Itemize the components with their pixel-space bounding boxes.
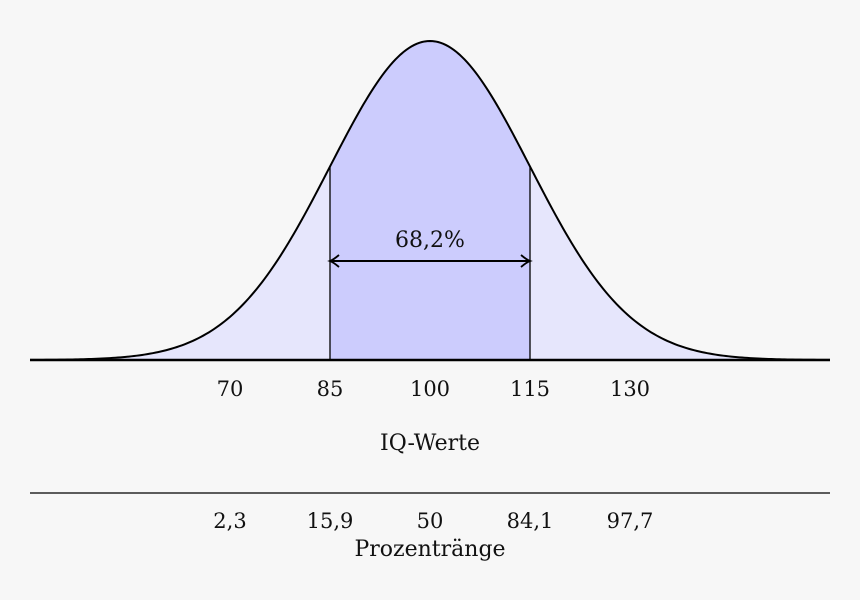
x-tick-130: 130	[610, 377, 650, 401]
x-tick-115: 115	[510, 377, 550, 401]
annotation-68-2: 68,2%	[395, 228, 465, 253]
interval-arrow	[327, 254, 533, 268]
percentile-tick-labels: 2,3 15,9 50 84,1 97,7	[213, 509, 653, 533]
percentile-tick-130: 97,7	[607, 509, 654, 533]
x-tick-100: 100	[410, 377, 450, 401]
percentile-tick-100: 50	[417, 509, 444, 533]
percentile-tick-85: 15,9	[307, 509, 354, 533]
x-tick-85: 85	[317, 377, 344, 401]
x-tick-70: 70	[217, 377, 244, 401]
x-axis-title: IQ-Werte	[380, 431, 480, 456]
percentile-axis-title: Prozentränge	[354, 537, 505, 562]
percentile-tick-70: 2,3	[213, 509, 246, 533]
arrow-head-left	[327, 254, 340, 268]
inner-area-68	[330, 41, 530, 360]
bell-curve	[29, 39, 831, 361]
arrow-head-right	[520, 254, 533, 268]
percentile-tick-115: 84,1	[507, 509, 554, 533]
x-tick-labels: 70 85 100 115 130	[217, 377, 650, 401]
